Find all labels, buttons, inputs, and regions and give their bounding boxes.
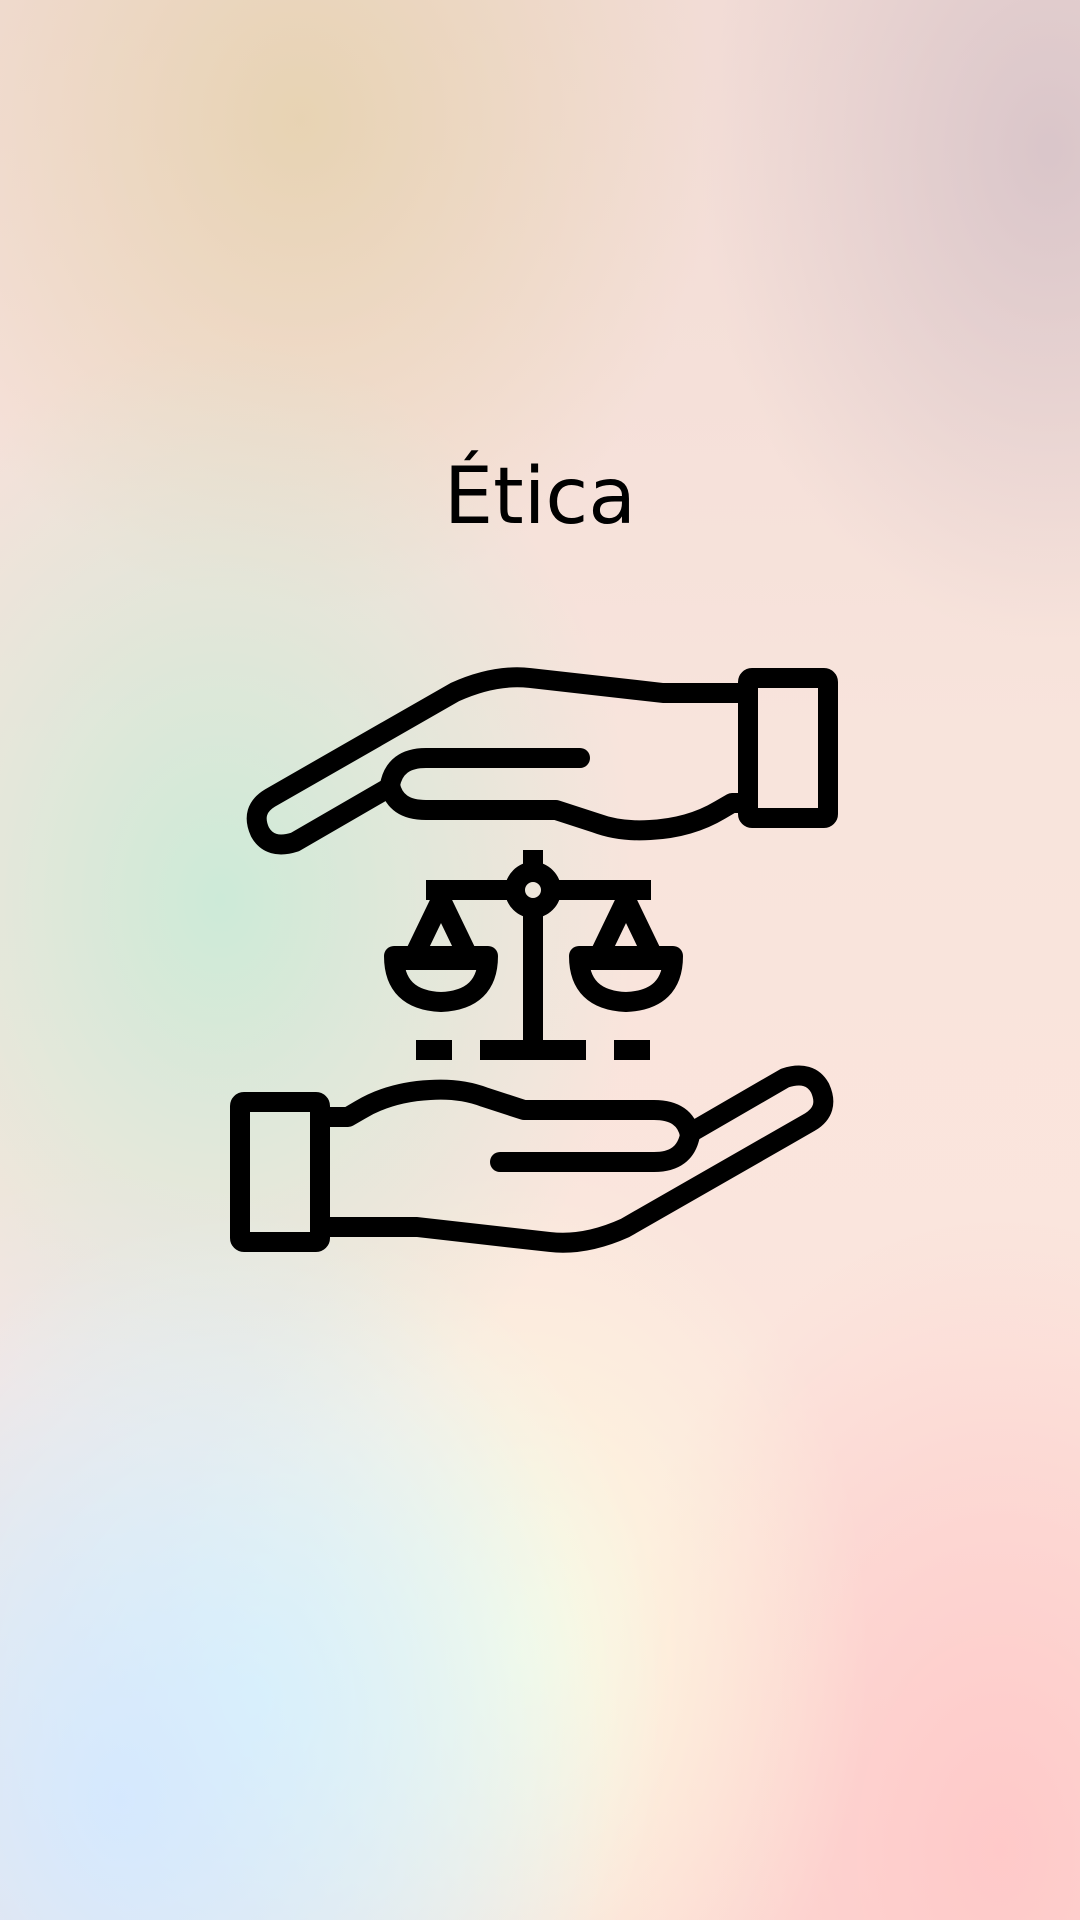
page-title: Ética xyxy=(443,452,637,542)
hands-with-balance-scale-icon xyxy=(230,650,850,1270)
